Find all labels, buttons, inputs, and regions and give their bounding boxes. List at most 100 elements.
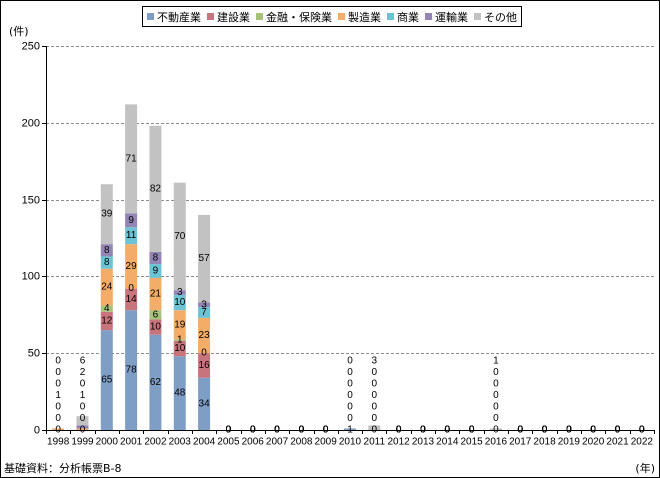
legend-label-construction: 建設業	[217, 10, 250, 24]
data-label-2006-s5: 0	[250, 425, 256, 436]
data-label-2008-s0: 0	[299, 425, 305, 436]
y-tick-label-200: 200	[22, 118, 40, 130]
data-label-1999-s2: 0	[80, 402, 86, 413]
data-label-2007-s0: 0	[274, 425, 280, 436]
legend-item-transport: 運輸業	[425, 9, 468, 25]
data-label-2006-s6: 0	[250, 425, 256, 436]
data-label-2013-s5: 0	[420, 425, 426, 436]
bar-segment-2016-s6	[489, 428, 502, 430]
data-label-1999-s3: 1	[80, 390, 86, 401]
data-label-2005-s6: 0	[226, 425, 232, 436]
x-tick-label-2002: 2002	[144, 437, 167, 448]
data-label-2016-s4: 0	[493, 379, 499, 390]
bar-segment-1999-s3	[76, 428, 89, 430]
bar-segment-2000-s4	[100, 256, 113, 269]
data-label-2003-s3: 19	[174, 319, 186, 330]
data-label-2016-s1: 0	[493, 413, 499, 424]
data-label-2005-s4: 0	[226, 425, 232, 436]
bar-segment-2001-s4	[125, 227, 138, 245]
data-label-2015-s0: 0	[469, 425, 475, 436]
data-label-2012-s5: 0	[396, 425, 402, 436]
data-label-2012-s0: 0	[396, 425, 402, 436]
data-label-2004-s5: 3	[201, 299, 207, 310]
legend-swatch-real-estate	[147, 13, 154, 20]
bar-segment-2000-s6	[100, 184, 113, 245]
bar-segment-2004-s1	[198, 353, 211, 378]
bar-segment-2004-s3	[198, 317, 211, 354]
data-label-2009-s4: 0	[323, 425, 329, 436]
data-label-1999-s5: 2	[80, 367, 86, 378]
legend-item-construction: 建設業	[207, 9, 250, 25]
data-label-2014-s1: 0	[444, 425, 450, 436]
data-label-1999-s1: 0	[80, 413, 86, 424]
y-tick-label-250: 250	[22, 41, 40, 53]
data-label-2014-s3: 0	[444, 425, 450, 436]
data-label-2000-s3: 24	[101, 282, 113, 293]
data-label-2017-s5: 0	[517, 425, 523, 436]
data-label-2006-s3: 0	[250, 425, 256, 436]
data-label-2022-s0: 0	[639, 425, 645, 436]
data-label-2021-s4: 0	[615, 425, 621, 436]
bar-segment-2001-s6	[125, 104, 138, 214]
data-label-2004-s2: 0	[201, 348, 207, 359]
x-tick-label-2015: 2015	[460, 437, 483, 448]
data-label-2019-s5: 0	[566, 425, 572, 436]
data-label-2003-s4: 10	[174, 297, 186, 308]
data-label-2018-s6: 0	[542, 425, 548, 436]
data-label-2011-s4: 0	[372, 379, 378, 390]
data-label-2006-s4: 0	[250, 425, 256, 436]
data-label-1998-s2: 0	[55, 402, 61, 413]
data-label-2012-s2: 0	[396, 425, 402, 436]
bar-segment-2000-s2	[100, 305, 113, 312]
data-label-2012-s4: 0	[396, 425, 402, 436]
legend-item-finance: 金融・保険業	[256, 9, 332, 25]
x-tick-label-2012: 2012	[388, 437, 411, 448]
data-label-2001-s2: 0	[128, 283, 134, 294]
data-label-2013-s0: 0	[420, 425, 426, 436]
legend: 不動産業 建設業 金融・保険業 製造業 商業 運輸業 その他	[142, 6, 522, 27]
data-label-2022-s1: 0	[639, 425, 645, 436]
data-label-2022-s5: 0	[639, 425, 645, 436]
data-label-2009-s3: 0	[323, 425, 329, 436]
data-label-2019-s0: 0	[566, 425, 572, 436]
data-label-2012-s3: 0	[396, 425, 402, 436]
data-label-2011-s6: 3	[372, 356, 378, 367]
data-label-2020-s4: 0	[590, 425, 596, 436]
bar-segment-2003-s0	[173, 356, 186, 430]
data-label-2010-s3: 0	[347, 390, 353, 401]
data-label-2000-s2: 4	[104, 303, 110, 314]
bar-segment-2002-s2	[149, 310, 162, 320]
data-label-2013-s2: 0	[420, 425, 426, 436]
data-label-2018-s3: 0	[542, 425, 548, 436]
data-label-2002-s2: 6	[153, 309, 159, 320]
x-tick-label-2009: 2009	[315, 437, 338, 448]
data-label-1999-s6: 6	[80, 356, 86, 367]
bar-segment-2004-s6	[198, 214, 211, 303]
x-tick-label-2003: 2003	[169, 437, 192, 448]
bar-segment-1999-s6	[76, 416, 89, 426]
data-label-2021-s5: 0	[615, 425, 621, 436]
data-label-2013-s3: 0	[420, 425, 426, 436]
x-tick-label-2006: 2006	[242, 437, 265, 448]
data-label-2017-s1: 0	[517, 425, 523, 436]
x-tick-label-2011: 2011	[364, 437, 386, 448]
legend-swatch-construction	[207, 13, 214, 20]
x-tick-label-2018: 2018	[533, 437, 556, 448]
data-label-2005-s1: 0	[226, 425, 232, 436]
data-label-2003-s1: 10	[174, 343, 186, 354]
legend-item-other: その他	[474, 9, 517, 25]
x-tick-label-2021: 2021	[606, 437, 629, 448]
data-label-1998-s4: 0	[55, 379, 61, 390]
data-label-2002-s4: 9	[153, 266, 159, 277]
data-label-2020-s0: 0	[590, 425, 596, 436]
x-tick-label-1998: 1998	[47, 437, 70, 448]
data-label-2011-s0: 0	[372, 425, 378, 436]
data-label-2008-s5: 0	[299, 425, 305, 436]
data-label-2018-s1: 0	[542, 425, 548, 436]
data-label-2017-s0: 0	[517, 425, 523, 436]
bar-segment-2003-s5	[173, 290, 186, 295]
data-label-2018-s4: 0	[542, 425, 548, 436]
data-label-2022-s6: 0	[639, 425, 645, 436]
